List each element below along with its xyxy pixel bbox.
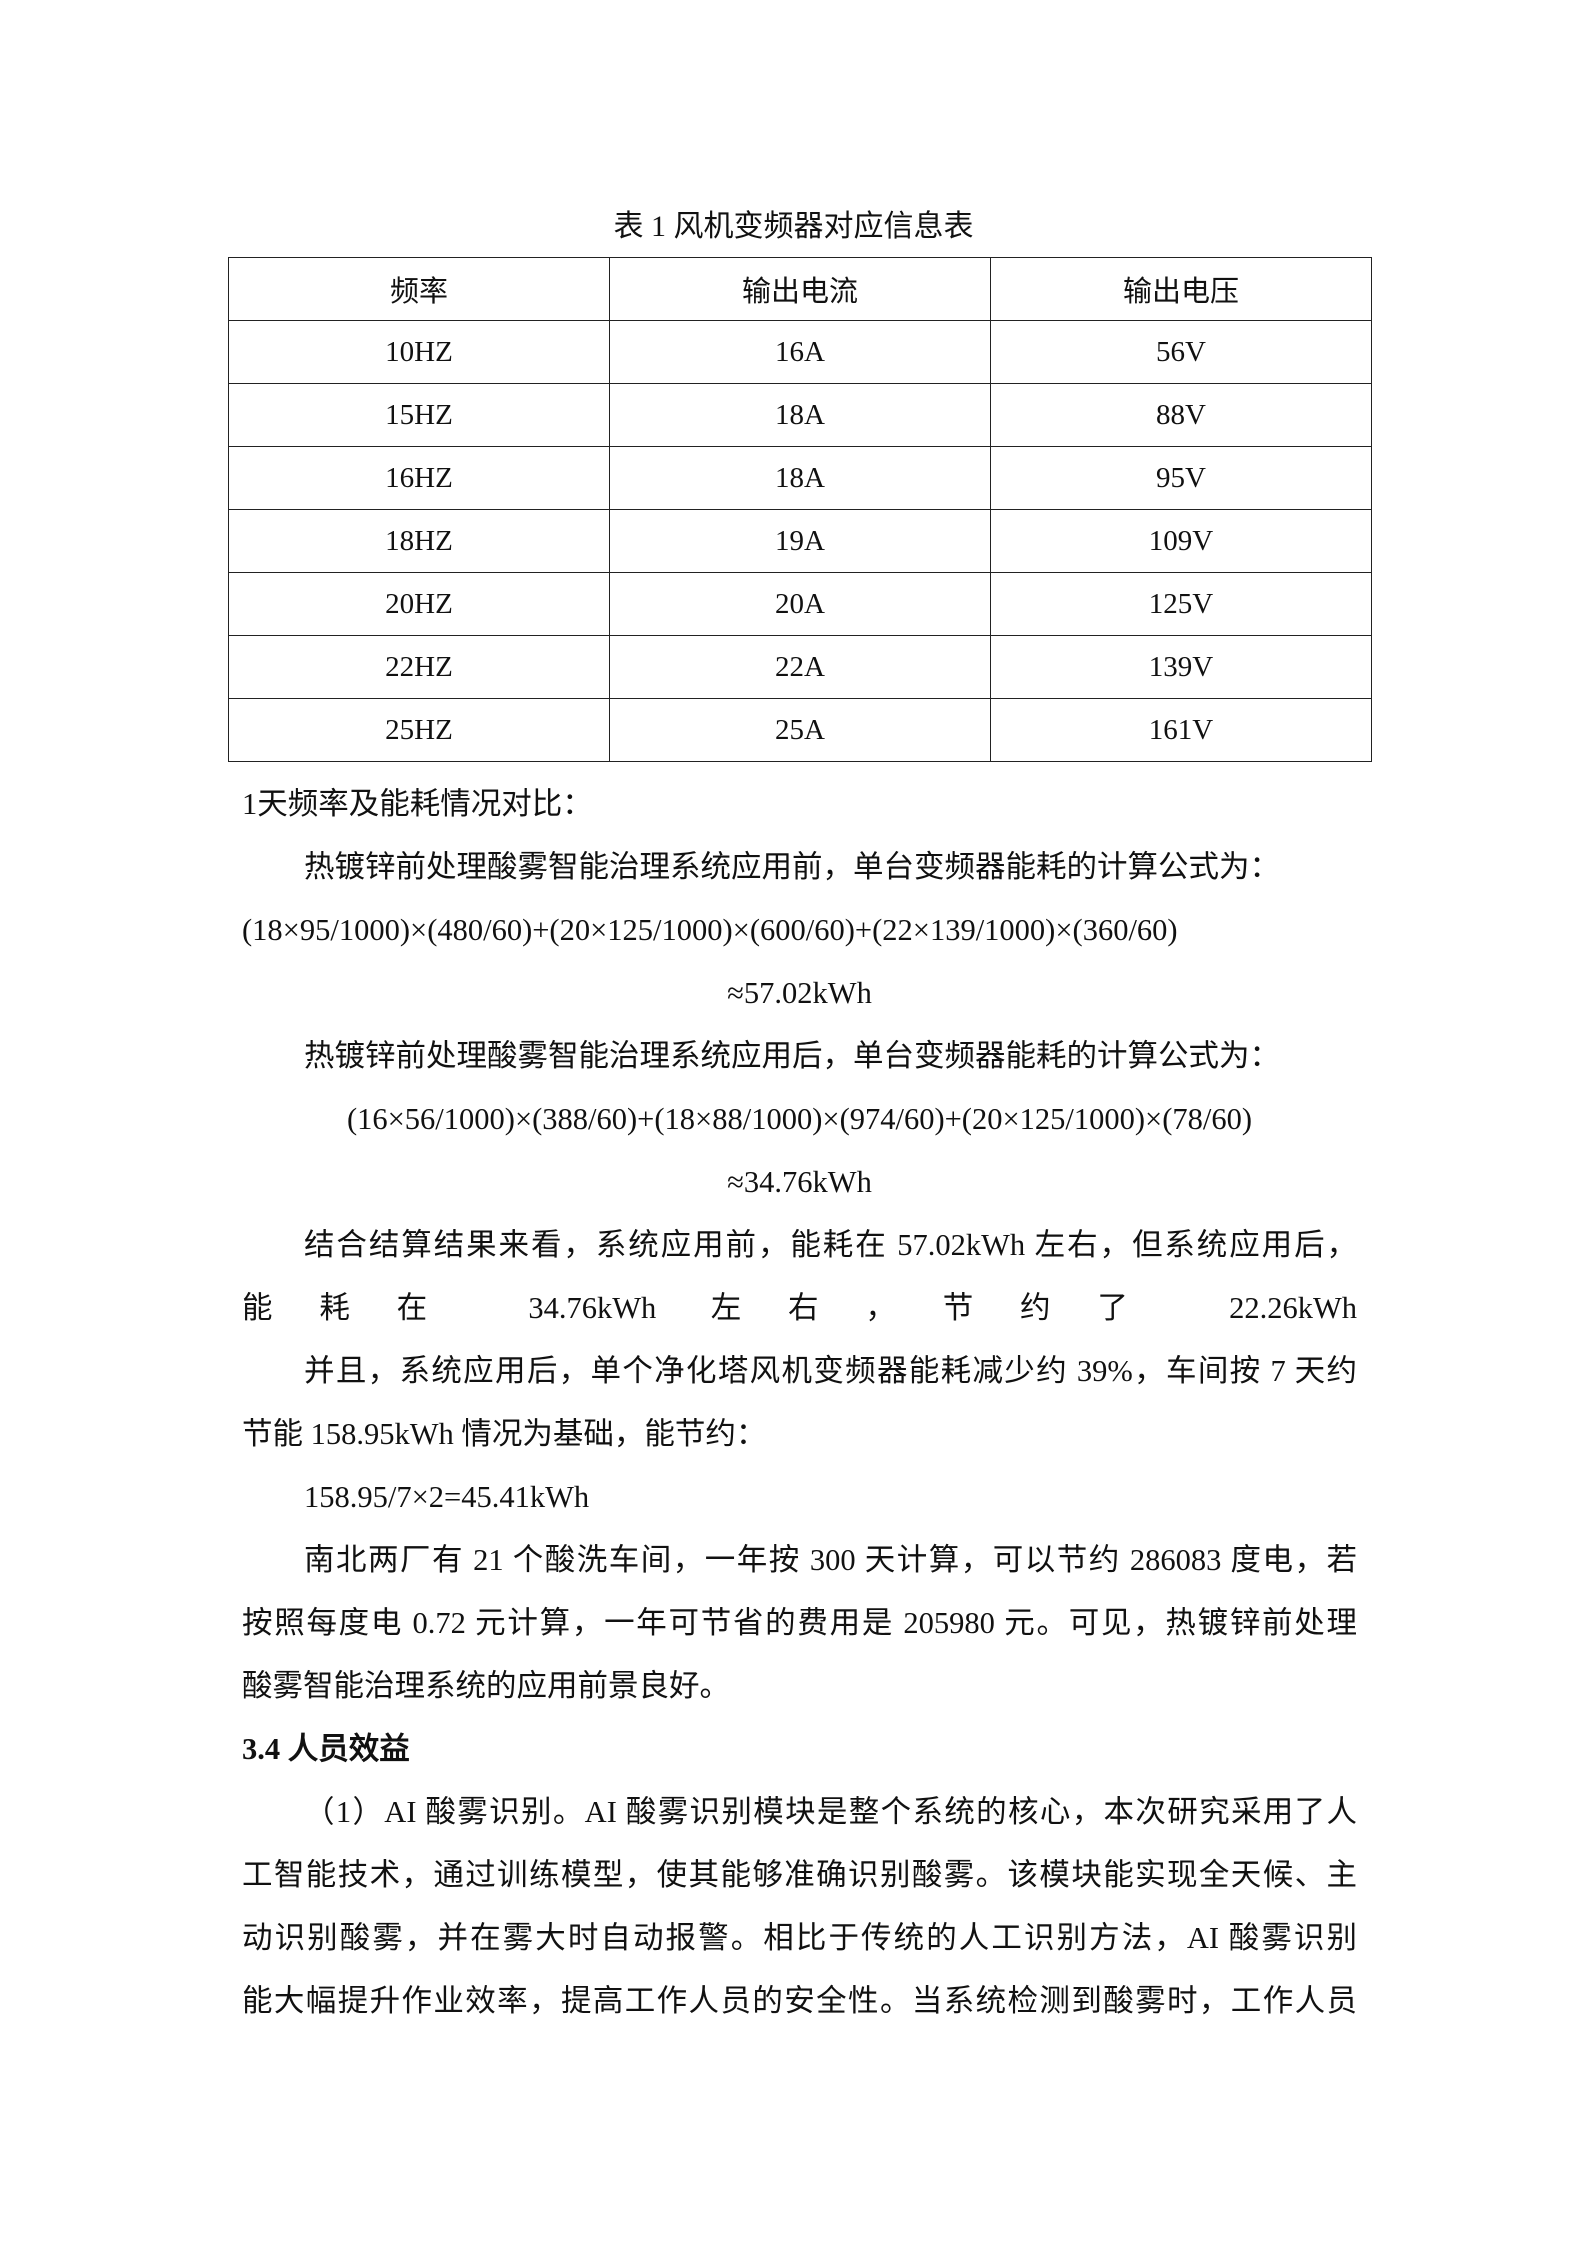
formula-result: ≈57.02kWh: [727, 976, 872, 1010]
table-caption: 表 1 风机变频器对应信息表: [613, 210, 974, 243]
table-header-row: 频率 输出电流 输出电压: [228, 257, 1372, 321]
paragraph-line: 并且，系统应用后，单个净化塔风机变频器能耗减少约 39%，车间按 7 天约: [304, 1354, 1357, 1388]
formula: 158.95/7×2=45.41kWh: [304, 1480, 590, 1514]
table-cell: 16HZ: [228, 446, 610, 510]
table-cell: 161V: [990, 698, 1372, 762]
section-heading: 3.4 人员效益: [242, 1732, 410, 1766]
table-cell: 18A: [609, 446, 991, 510]
table-cell: 95V: [990, 446, 1372, 510]
paragraph-line: 能耗在 34.76kWh 左右，节约了 22.26kWh: [242, 1291, 1357, 1325]
table-cell: 18A: [609, 383, 991, 447]
paragraph-line: 结合结算结果来看，系统应用前，能耗在 57.02kWh 左右，但系统应用后，: [304, 1228, 1357, 1262]
header-cell: 输出电流: [609, 257, 991, 321]
table-cell: 20A: [609, 572, 991, 636]
inverter-info-table: 频率 输出电流 输出电压 10HZ 16A 56V 15HZ 18A 88V 16HZ 18A…: [228, 257, 1372, 762]
table-cell: 20HZ: [228, 572, 610, 636]
paragraph-line: 热镀锌前处理酸雾智能治理系统应用后，单台变频器能耗的计算公式为：: [304, 1039, 1280, 1073]
table-cell: 125V: [990, 572, 1372, 636]
table-cell: 16A: [609, 320, 991, 384]
table-row: 10HZ 16A 56V: [228, 320, 1372, 384]
paragraph-line: （1）AI 酸雾识别。AI 酸雾识别模块是整个系统的核心，本次研究采用了人: [304, 1795, 1357, 1829]
table-cell: 56V: [990, 320, 1372, 384]
paragraph-line: 热镀锌前处理酸雾智能治理系统应用前，单台变频器能耗的计算公式为：: [304, 850, 1280, 884]
table-row: 18HZ 19A 109V: [228, 509, 1372, 573]
formula-result: ≈34.76kWh: [727, 1165, 872, 1199]
table-row: 15HZ 18A 88V: [228, 383, 1372, 447]
table-cell: 25A: [609, 698, 991, 762]
header-cell: 频率: [228, 257, 610, 321]
paragraph-line: 节能 158.95kWh 情况为基础，能节约：: [242, 1417, 767, 1451]
table-cell: 15HZ: [228, 383, 610, 447]
table-cell: 22A: [609, 635, 991, 699]
table-cell: 88V: [990, 383, 1372, 447]
table-cell: 22HZ: [228, 635, 610, 699]
table-row: 25HZ 25A 161V: [228, 698, 1372, 762]
table-row: 22HZ 22A 139V: [228, 635, 1372, 699]
paragraph-line: 工智能技术，通过训练模型，使其能够准确识别酸雾。该模块能实现全天候、主: [242, 1858, 1357, 1892]
table-cell: 139V: [990, 635, 1372, 699]
table-cell: 18HZ: [228, 509, 610, 573]
subheading: 1天频率及能耗情况对比：: [242, 787, 593, 821]
table-cell: 25HZ: [228, 698, 610, 762]
table-cell: 109V: [990, 509, 1372, 573]
formula: (18×95/1000)×(480/60)+(20×125/1000)×(600…: [242, 913, 1178, 947]
paragraph-line: 动识别酸雾，并在雾大时自动报警。相比于传统的人工识别方法，AI 酸雾识别: [242, 1921, 1357, 1955]
table-row: 20HZ 20A 125V: [228, 572, 1372, 636]
table-cell: 19A: [609, 509, 991, 573]
header-cell: 输出电压: [990, 257, 1372, 321]
table-row: 16HZ 18A 95V: [228, 446, 1372, 510]
paragraph-line: 南北两厂有 21 个酸洗车间，一年按 300 天计算，可以节约 286083 度…: [304, 1543, 1357, 1577]
paragraph-line: 按照每度电 0.72 元计算，一年可节省的费用是 205980 元。可见，热镀锌…: [242, 1606, 1357, 1640]
paragraph-line: 能大幅提升作业效率，提高工作人员的安全性。当系统检测到酸雾时，工作人员: [242, 1984, 1357, 2018]
table-cell: 10HZ: [228, 320, 610, 384]
paragraph-line: 酸雾智能治理系统的应用前景良好。: [242, 1669, 730, 1703]
formula: (16×56/1000)×(388/60)+(18×88/1000)×(974/…: [346, 1102, 1253, 1136]
